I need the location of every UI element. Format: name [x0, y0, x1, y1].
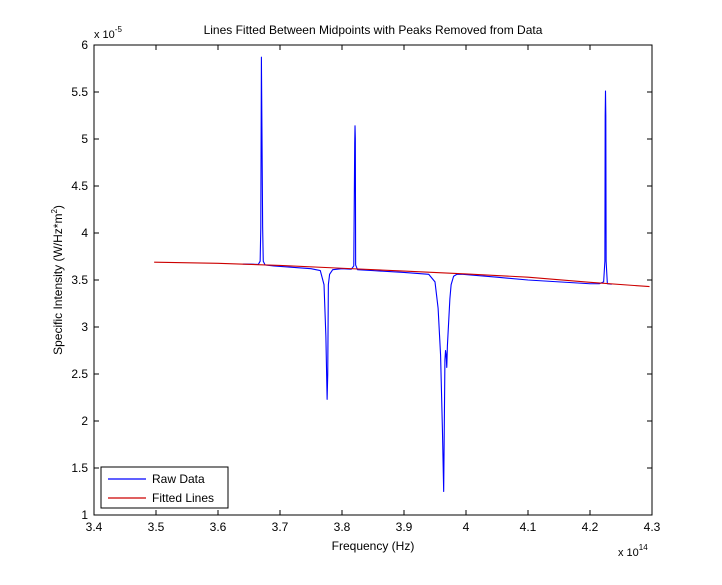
legend-label-raw-data: Raw Data	[152, 472, 205, 486]
x-ticks: 3.4 3.5 3.6 3.7 3.8 3.9 4 4.1 4.2 4.3	[86, 45, 661, 534]
y-tick-label: 6	[81, 38, 88, 52]
y-multiplier-base: x 10	[94, 29, 115, 41]
x-multiplier-exp: 14	[639, 543, 648, 552]
y-axis-label-close: )	[51, 205, 65, 209]
x-multiplier-base: x 10	[618, 547, 639, 559]
y-tick-label: 2.5	[71, 367, 88, 381]
x-tick-label: 3.7	[272, 520, 289, 534]
y-tick-label: 1	[81, 508, 88, 522]
y-tick-label: 2	[81, 414, 88, 428]
y-tick-label: 5	[81, 132, 88, 146]
x-tick-label: 3.6	[210, 520, 227, 534]
y-tick-label: 5.5	[71, 85, 88, 99]
x-tick-label: 3.8	[334, 520, 351, 534]
y-tick-label: 3	[81, 320, 88, 334]
y-tick-label: 4.5	[71, 179, 88, 193]
x-tick-label: 4.2	[582, 520, 599, 534]
x-tick-label: 4.1	[520, 520, 537, 534]
fitted-lines-line	[154, 261, 650, 288]
y-multiplier-exp: -5	[115, 25, 123, 34]
series-layer	[154, 56, 650, 493]
y-ticks: 1 1.5 2 2.5 3 3.5 4 4.5 5 5.5 6	[71, 38, 652, 522]
x-tick-label: 4	[463, 520, 470, 534]
y-multiplier: x 10-5	[94, 25, 122, 41]
y-axis-label: Specific Intensity (W/Hz*m2)	[50, 205, 65, 355]
y-tick-label: 3.5	[71, 273, 88, 287]
legend-box	[100, 466, 229, 509]
y-axis-label-sup: 2	[50, 209, 59, 214]
legend: Raw Data Fitted Lines	[100, 466, 229, 509]
y-tick-label: 4	[81, 226, 88, 240]
x-tick-label: 3.5	[148, 520, 165, 534]
x-tick-label: 4.3	[644, 520, 661, 534]
x-tick-label: 3.9	[396, 520, 413, 534]
x-axis-label: Frequency (Hz)	[332, 539, 415, 553]
legend-label-fitted-lines: Fitted Lines	[152, 491, 214, 505]
chart-title: Lines Fitted Between Midpoints with Peak…	[204, 23, 543, 37]
x-multiplier: x 1014	[618, 543, 648, 559]
raw-data-line	[242, 56, 612, 493]
x-tick-label: 3.4	[86, 520, 103, 534]
y-axis-label-main: Specific Intensity (W/Hz*m	[51, 214, 65, 355]
y-tick-label: 1.5	[71, 461, 88, 475]
